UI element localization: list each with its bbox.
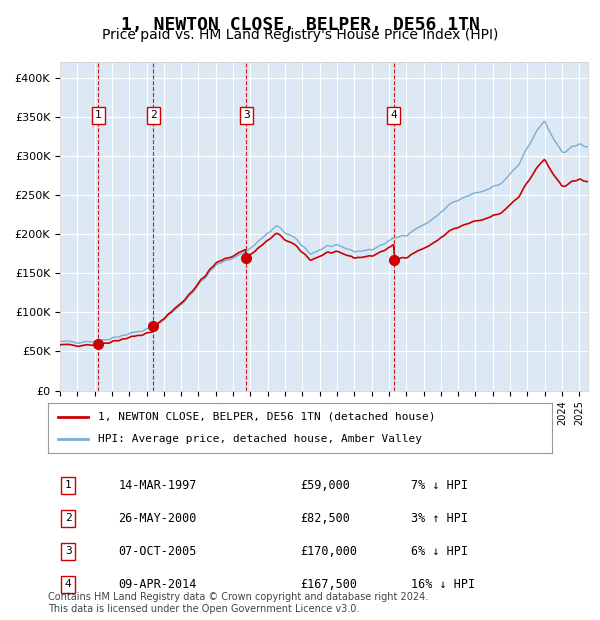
Text: 4: 4: [390, 110, 397, 120]
Text: 1, NEWTON CLOSE, BELPER, DE56 1TN (detached house): 1, NEWTON CLOSE, BELPER, DE56 1TN (detac…: [98, 412, 436, 422]
Text: £167,500: £167,500: [300, 578, 357, 591]
Text: 2: 2: [65, 513, 71, 523]
Text: Contains HM Land Registry data © Crown copyright and database right 2024.
This d: Contains HM Land Registry data © Crown c…: [48, 592, 428, 614]
Text: £170,000: £170,000: [300, 545, 357, 558]
Text: 4: 4: [65, 580, 71, 590]
Text: 07-OCT-2005: 07-OCT-2005: [119, 545, 197, 558]
Text: 09-APR-2014: 09-APR-2014: [119, 578, 197, 591]
Text: 1, NEWTON CLOSE, BELPER, DE56 1TN: 1, NEWTON CLOSE, BELPER, DE56 1TN: [121, 16, 479, 33]
Text: 7% ↓ HPI: 7% ↓ HPI: [411, 479, 468, 492]
Text: Price paid vs. HM Land Registry's House Price Index (HPI): Price paid vs. HM Land Registry's House …: [102, 28, 498, 42]
Text: 26-MAY-2000: 26-MAY-2000: [119, 512, 197, 525]
Text: £82,500: £82,500: [300, 512, 350, 525]
Text: 3: 3: [243, 110, 250, 120]
Text: £59,000: £59,000: [300, 479, 350, 492]
Text: 1: 1: [95, 110, 101, 120]
Text: 1: 1: [65, 480, 71, 490]
Text: 14-MAR-1997: 14-MAR-1997: [119, 479, 197, 492]
Text: 3% ↑ HPI: 3% ↑ HPI: [411, 512, 468, 525]
Text: 6% ↓ HPI: 6% ↓ HPI: [411, 545, 468, 558]
Text: 2: 2: [150, 110, 157, 120]
Text: 3: 3: [65, 546, 71, 556]
Text: HPI: Average price, detached house, Amber Valley: HPI: Average price, detached house, Ambe…: [98, 434, 422, 444]
Text: 16% ↓ HPI: 16% ↓ HPI: [411, 578, 475, 591]
